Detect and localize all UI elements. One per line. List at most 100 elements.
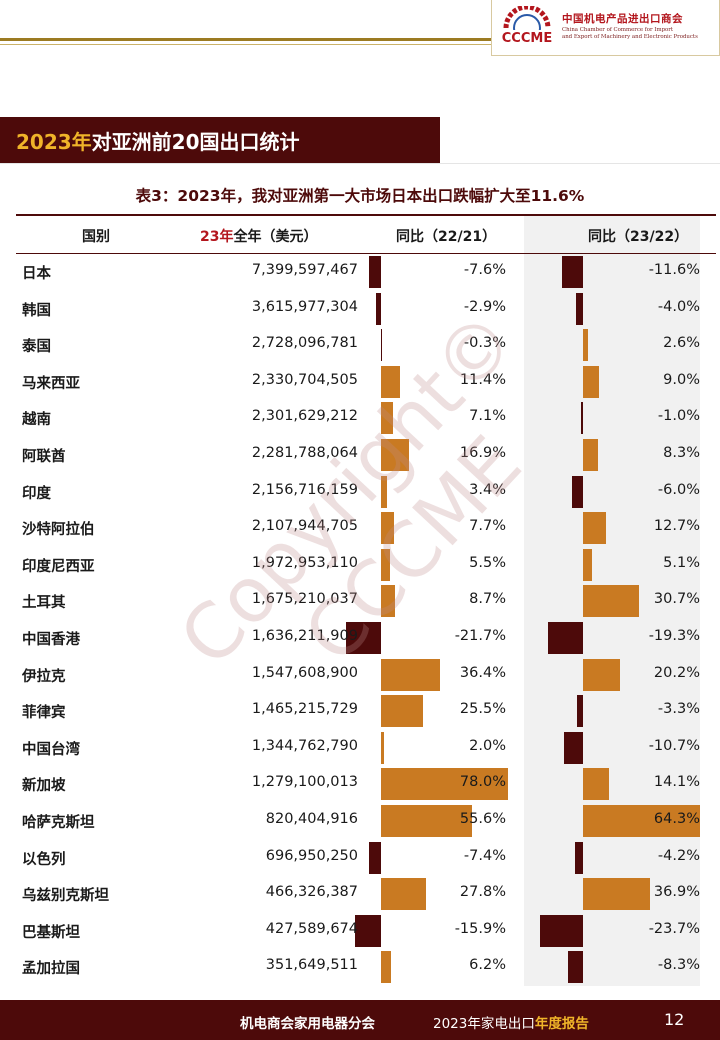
table-row: 乌兹别克斯坦 466,326,387 27.8% 36.9%: [16, 876, 716, 913]
section-divider: [0, 163, 720, 164]
country-name: 阿联酋: [22, 448, 66, 465]
yoy-22-21-bar: [381, 475, 387, 508]
export-amount: 2,728,096,781: [251, 335, 358, 352]
export-amount: 1,279,100,013: [251, 774, 358, 791]
yoy-22-21-bar: [368, 256, 381, 288]
logo-chinese-name: 中国机电产品进出口商会: [562, 13, 683, 26]
yoy-22-21-value: 27.8%: [459, 884, 506, 901]
section-title-year: 2023年: [16, 129, 92, 154]
export-amount: 2,330,704,505: [251, 371, 358, 388]
top-rule-thin: [0, 44, 720, 45]
table-row: 印度 2,156,716,159 3.4% -6.0%: [16, 474, 716, 511]
yoy-23-22-value: 36.9%: [653, 884, 700, 901]
export-amount: 1,465,215,729: [251, 701, 358, 718]
page-number: 12: [664, 1010, 685, 1029]
yoy-22-21-value: 2.0%: [469, 737, 506, 754]
header-yoy-23-22: 同比（23/22）: [588, 229, 689, 245]
yoy-23-22-value: -4.0%: [657, 298, 700, 315]
yoy-23-22-bar: [576, 695, 583, 728]
export-amount: 1,972,953,110: [251, 554, 358, 571]
export-amount: 1,547,608,900: [251, 664, 358, 681]
footer-org: 机电商会家用电器分会: [240, 1016, 375, 1032]
yoy-22-21-bar: [381, 768, 508, 801]
export-amount: 7,399,597,467: [251, 262, 358, 278]
country-name: 印度: [22, 485, 51, 502]
footer-report-emphasis: 年度报告: [534, 1016, 589, 1032]
export-amount: 2,281,788,064: [251, 444, 358, 461]
country-name: 印度尼西亚: [22, 558, 95, 575]
yoy-23-22-value: -19.3%: [648, 627, 700, 644]
table-row: 阿联酋 2,281,788,064 16.9% 8.3%: [16, 437, 716, 474]
yoy-23-22-value: -8.3%: [657, 957, 700, 974]
yoy-23-22-bar: [572, 475, 583, 508]
yoy-23-22-value: 64.3%: [653, 810, 700, 827]
footer-report-prefix: 2023年家电出口: [433, 1016, 535, 1032]
header-country: 国别: [82, 229, 110, 245]
country-name: 中国香港: [22, 631, 80, 648]
yoy-22-21-value: -7.4%: [463, 847, 506, 864]
export-table: 国别 23年全年（美元） 同比（22/21） 同比（23/22） 日本 7,399…: [16, 214, 716, 986]
table-row: 哈萨克斯坦 820,404,916 55.6% 64.3%: [16, 803, 716, 840]
export-amount: 820,404,916: [265, 810, 358, 827]
yoy-23-22-bar: [563, 731, 583, 764]
yoy-23-22-bar: [583, 658, 620, 691]
top-rule: [0, 38, 720, 41]
logo-mark-text: CCCME: [502, 31, 552, 46]
country-name: 伊拉克: [22, 668, 66, 685]
yoy-22-21-value: -15.9%: [454, 920, 506, 937]
yoy-22-21-value: 7.7%: [469, 518, 506, 535]
yoy-23-22-value: 5.1%: [663, 554, 700, 571]
country-name: 以色列: [22, 851, 66, 868]
yoy-23-22-value: -4.2%: [657, 847, 700, 864]
export-amount: 427,589,674: [265, 920, 358, 937]
yoy-22-21-value: -2.9%: [463, 298, 506, 315]
yoy-22-21-value: 3.4%: [469, 481, 506, 498]
country-name: 泰国: [22, 339, 51, 356]
yoy-23-22-value: 14.1%: [653, 774, 700, 791]
export-amount: 2,107,944,705: [251, 518, 358, 535]
table-body: 日本 7,399,597,467 -7.6% -11.6% 韩国 3,615,977,30…: [16, 254, 716, 986]
export-amount: 2,301,629,212: [251, 408, 358, 425]
footer-bar: 机电商会家用电器分会 2023年家电出口年度报告 12: [0, 1000, 720, 1040]
footer-report-title: 2023年家电出口年度报告: [433, 1012, 589, 1032]
export-amount: 351,649,511: [265, 957, 358, 974]
yoy-23-22-value: -23.7%: [648, 920, 700, 937]
yoy-23-22-value: -10.7%: [648, 737, 700, 754]
table-row: 菲律宾 1,465,215,729 25.5% -3.3%: [16, 693, 716, 730]
yoy-22-21-value: -21.7%: [454, 627, 506, 644]
table-row: 马来西亚 2,330,704,505 11.4% 9.0%: [16, 364, 716, 401]
yoy-23-22-bar: [575, 292, 583, 325]
yoy-22-21-bar: [381, 548, 390, 581]
yoy-23-22-bar: [583, 512, 607, 545]
logo-english-line-2: and Export of Machinery and Electronic P…: [562, 34, 698, 40]
yoy-22-21-value: 36.4%: [459, 664, 506, 681]
section-title-text: 对亚洲前20国出口统计: [91, 129, 300, 154]
yoy-22-21-bar: [381, 438, 409, 471]
yoy-22-21-bar: [368, 841, 381, 874]
yoy-23-22-value: 20.2%: [653, 664, 700, 681]
country-name: 沙特阿拉伯: [22, 522, 95, 539]
country-name: 越南: [22, 412, 51, 429]
yoy-22-21-bar: [380, 329, 382, 362]
export-amount: 3,615,977,304: [251, 298, 358, 315]
yoy-22-21-value: 5.5%: [469, 554, 506, 571]
table-row: 孟加拉国 351,649,511 6.2% -8.3%: [16, 949, 716, 986]
table-row: 日本 7,399,597,467 -7.6% -11.6%: [16, 254, 716, 291]
logo-english-line-1: China Chamber of Commerce for Import: [562, 27, 674, 34]
yoy-23-22-bar: [583, 438, 599, 471]
yoy-23-22-bar: [561, 256, 583, 288]
yoy-22-21-bar: [381, 658, 441, 691]
yoy-23-22-bar: [539, 914, 583, 947]
yoy-23-22-bar: [581, 402, 583, 435]
table-row: 沙特阿拉伯 2,107,944,705 7.7% 12.7%: [16, 510, 716, 547]
yoy-23-22-value: -6.0%: [657, 481, 700, 498]
cccme-logo-icon: CCCME: [498, 4, 556, 50]
yoy-23-22-value: -3.3%: [657, 701, 700, 718]
yoy-23-22-bar: [583, 329, 588, 362]
yoy-22-21-bar: [381, 585, 396, 618]
yoy-22-21-bar: [355, 914, 381, 947]
export-amount: 466,326,387: [265, 884, 358, 901]
yoy-22-21-value: 7.1%: [469, 408, 506, 425]
table-row: 以色列 696,950,250 -7.4% -4.2%: [16, 840, 716, 877]
yoy-22-21-bar: [381, 804, 472, 837]
